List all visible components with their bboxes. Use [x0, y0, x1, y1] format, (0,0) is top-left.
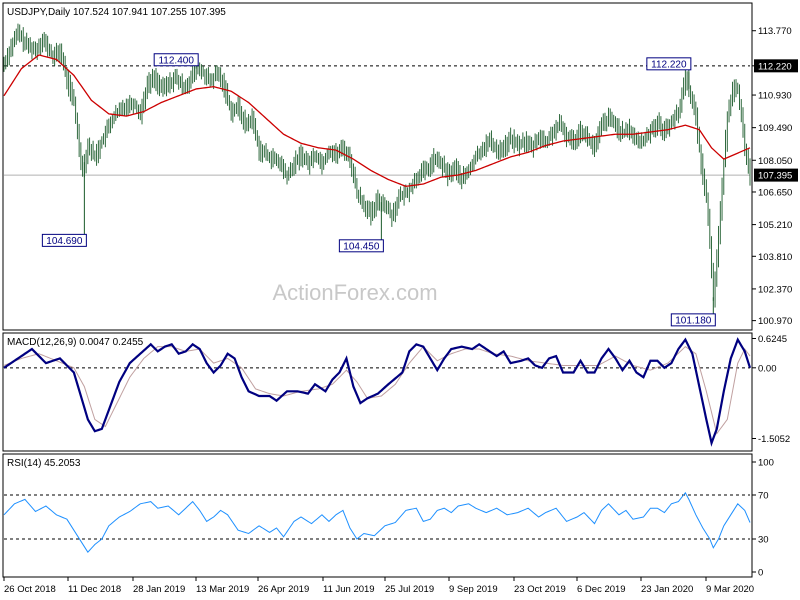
x-axis-label: 11 Dec 2018 — [68, 584, 121, 595]
chart-title: USDJPY,Daily 107.524 107.941 107.255 107… — [7, 7, 226, 18]
x-axis-label: 25 Jul 2019 — [385, 584, 434, 595]
macd-axis-label: 0.00 — [758, 363, 777, 374]
price-annotation: 112.400 — [153, 53, 199, 67]
price-annotation: 104.690 — [41, 233, 87, 247]
x-axis-label: 23 Jan 2020 — [641, 584, 693, 595]
svg-text:104.690: 104.690 — [46, 236, 83, 247]
x-axis-label: 9 Mar 2020 — [706, 584, 754, 595]
x-axis-label: 9 Sep 2019 — [449, 584, 498, 595]
macd-panel[interactable] — [2, 332, 753, 452]
macd-axis-label: 0.6245 — [758, 334, 787, 345]
svg-text:112.400: 112.400 — [158, 55, 194, 66]
x-axis-label: 26 Apr 2019 — [258, 584, 309, 595]
price-axis-label: 109.490 — [758, 123, 792, 134]
price-axis-label: 103.810 — [758, 252, 792, 263]
rsi-axis-label: 100 — [758, 458, 774, 469]
moving-average-line — [3, 54, 751, 187]
x-axis-label: 6 Dec 2019 — [577, 584, 626, 595]
price-panel[interactable] — [2, 2, 753, 331]
svg-text:112.220: 112.220 — [758, 61, 792, 72]
rsi-axis-label: 30 — [758, 535, 769, 546]
x-axis-label: 11 Jun 2019 — [323, 584, 375, 595]
rsi-panel[interactable] — [2, 453, 753, 578]
svg-text:112.220: 112.220 — [651, 59, 687, 70]
price-axis-label: 106.650 — [758, 187, 792, 198]
price-annotation: 104.450 — [338, 239, 384, 253]
rsi-axis-label: 0 — [758, 568, 763, 579]
price-axis-label: 108.050 — [758, 156, 792, 167]
price-axis-label: 105.210 — [758, 220, 792, 231]
resistance-price-tag: 112.220 — [754, 59, 798, 73]
price-axis-label: 110.930 — [758, 91, 792, 102]
x-axis-label: 13 Mar 2019 — [196, 584, 249, 595]
svg-text:104.450: 104.450 — [343, 241, 380, 252]
svg-text:107.395: 107.395 — [758, 171, 792, 182]
macd-signal-line — [3, 345, 751, 435]
macd-axis-label: -1.5052 — [758, 434, 790, 445]
price-annotation: 112.220 — [646, 57, 692, 71]
price-axis-label: 100.970 — [758, 316, 792, 327]
price-axis-label: 113.770 — [758, 26, 792, 37]
x-axis-label: 28 Jan 2019 — [133, 584, 185, 595]
x-axis-label: 23 Oct 2019 — [514, 584, 566, 595]
rsi-label: RSI(14) 45.2053 — [7, 458, 81, 469]
watermark-text: ActionForex.com — [272, 280, 437, 305]
price-annotation: 101.180 — [670, 313, 716, 327]
svg-text:101.180: 101.180 — [675, 315, 712, 326]
macd-label: MACD(12,26,9) 0.0047 0.2455 — [7, 337, 144, 348]
macd-main-line — [3, 337, 752, 447]
x-axis-label: 26 Oct 2018 — [4, 584, 56, 595]
rsi-axis-label: 70 — [758, 491, 769, 502]
price-axis-label: 102.370 — [758, 284, 792, 295]
current-price-tag: 107.395 — [754, 168, 798, 182]
rsi-line — [3, 491, 751, 554]
